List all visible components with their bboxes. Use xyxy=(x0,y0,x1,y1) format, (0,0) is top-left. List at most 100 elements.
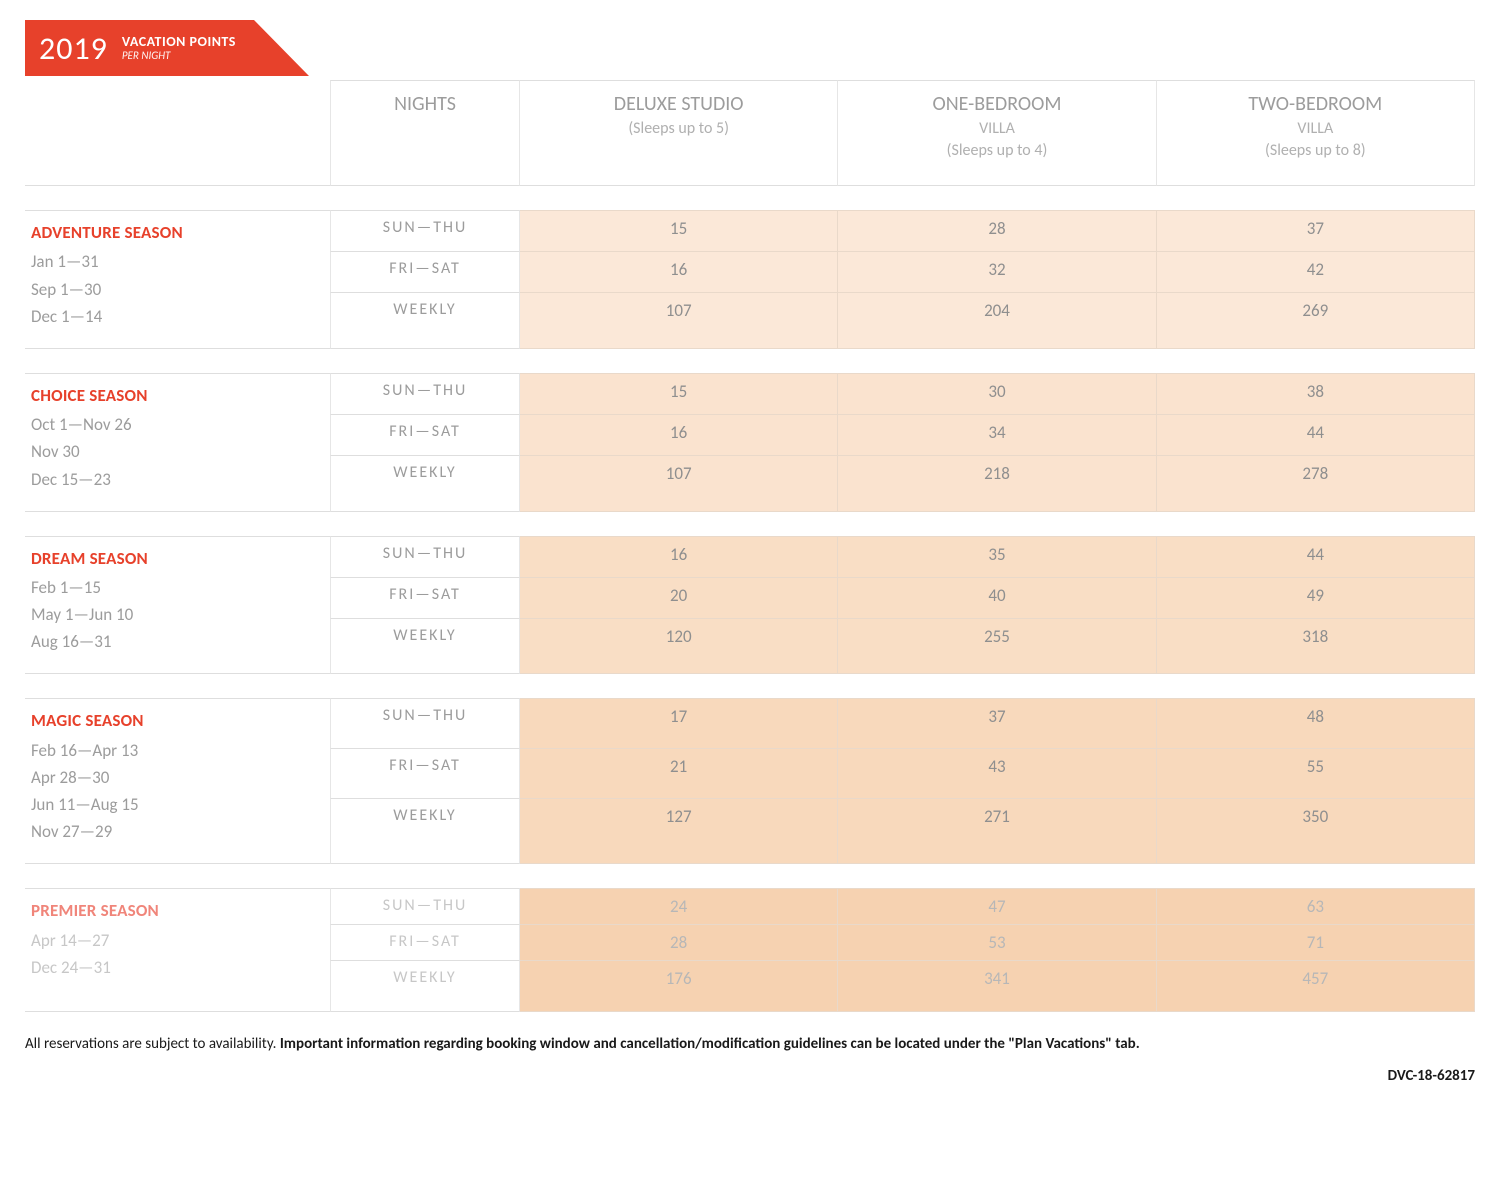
season-date: Aug 16—31 xyxy=(31,628,320,655)
points-cell: 63 xyxy=(1157,888,1475,924)
room-name: TWO-BEDROOM xyxy=(1248,92,1382,116)
season-block-1: CHOICE SEASONOct 1—Nov 26Nov 30Dec 15—23… xyxy=(25,373,1475,512)
room-sleeps: (Sleeps up to 5) xyxy=(528,118,829,140)
points-cell: 204 xyxy=(838,292,1156,349)
night-label-fri_sat: FRI—SAT xyxy=(330,924,520,960)
points-cell: 218 xyxy=(838,455,1156,512)
banner-subtitle: PER NIGHT xyxy=(122,50,236,62)
year-banner: 2019 VACATION POINTS PER NIGHT xyxy=(25,20,254,76)
points-cell: 35 xyxy=(838,536,1156,577)
footer-text-bold: Important information regarding booking … xyxy=(280,1035,1140,1053)
points-cell: 44 xyxy=(1157,536,1475,577)
night-label-weekly: WEEKLY xyxy=(330,292,520,349)
season-date: Apr 14—27 xyxy=(31,927,320,954)
points-cell: 278 xyxy=(1157,455,1475,512)
header-room-0: DELUXE STUDIO (Sleeps up to 5) xyxy=(520,80,838,186)
season-name: DREAM SEASON xyxy=(31,545,320,572)
points-cell: 53 xyxy=(838,924,1156,960)
points-cell: 127 xyxy=(520,798,838,864)
night-label-sun_thu: SUN—THU xyxy=(330,373,520,414)
points-cell: 269 xyxy=(1157,292,1475,349)
season-date: Feb 1—15 xyxy=(31,574,320,601)
season-date: Sep 1—30 xyxy=(31,276,320,303)
points-cell: 38 xyxy=(1157,373,1475,414)
points-cell: 16 xyxy=(520,251,838,292)
points-cell: 48 xyxy=(1157,698,1475,748)
points-cell: 255 xyxy=(838,618,1156,675)
points-cell: 44 xyxy=(1157,414,1475,455)
season-name: PREMIER SEASON xyxy=(31,897,320,924)
season-date: May 1—Jun 10 xyxy=(31,601,320,628)
night-label-sun_thu: SUN—THU xyxy=(330,698,520,748)
night-label-fri_sat: FRI—SAT xyxy=(330,577,520,618)
footer-text-plain: All reservations are subject to availabi… xyxy=(25,1035,280,1053)
night-label-weekly: WEEKLY xyxy=(330,798,520,864)
header-row: NIGHTS DELUXE STUDIO (Sleeps up to 5) ON… xyxy=(25,80,1475,186)
points-cell: 107 xyxy=(520,292,838,349)
night-label-fri_sat: FRI—SAT xyxy=(330,748,520,798)
season-info: DREAM SEASONFeb 1—15May 1—Jun 10Aug 16—3… xyxy=(25,536,330,675)
season-date: Nov 30 xyxy=(31,438,320,465)
season-block-4: PREMIER SEASON Apr 14—27Dec 24—31 SUN—THU2… xyxy=(25,888,1475,1012)
room-sleeps: (Sleeps up to 4) xyxy=(846,140,1147,162)
banner-title: VACATION POINTS xyxy=(122,34,236,49)
season-date: Dec 24—31 xyxy=(31,954,320,981)
season-date: Dec 15—23 xyxy=(31,466,320,493)
season-block-3: MAGIC SEASON Feb 16—Apr 13Apr 28—30Jun 11… xyxy=(25,698,1475,864)
points-cell: 17 xyxy=(520,698,838,748)
season-date: Oct 1—Nov 26 xyxy=(31,411,320,438)
points-cell: 21 xyxy=(520,748,838,798)
season-name: MAGIC SEASON xyxy=(31,707,320,734)
points-cell: 34 xyxy=(838,414,1156,455)
points-cell: 43 xyxy=(838,748,1156,798)
points-cell: 24 xyxy=(520,888,838,924)
points-cell: 32 xyxy=(838,251,1156,292)
season-date: Apr 28—30 xyxy=(31,764,320,791)
header-nights: NIGHTS xyxy=(330,80,520,186)
points-cell: 47 xyxy=(838,888,1156,924)
season-block-0: ADVENTURE SEASONJan 1—31Sep 1—30Dec 1—14… xyxy=(25,210,1475,349)
points-cell: 37 xyxy=(838,698,1156,748)
points-cell: 16 xyxy=(520,536,838,577)
night-label-weekly: WEEKLY xyxy=(330,618,520,675)
season-info: ADVENTURE SEASONJan 1—31Sep 1—30Dec 1—14 xyxy=(25,210,330,349)
points-cell: 49 xyxy=(1157,577,1475,618)
season-date: Nov 27—29 xyxy=(31,818,320,845)
footer-code: DVC-18-62817 xyxy=(25,1066,1475,1088)
night-label-sun_thu: SUN—THU xyxy=(330,536,520,577)
points-cell: 42 xyxy=(1157,251,1475,292)
night-label-weekly: WEEKLY xyxy=(330,455,520,512)
room-sub: VILLA xyxy=(846,118,1147,140)
season-info: MAGIC SEASON Feb 16—Apr 13Apr 28—30Jun 11… xyxy=(25,698,330,864)
points-cell: 15 xyxy=(520,210,838,251)
header-room-1: ONE-BEDROOM VILLA (Sleeps up to 4) xyxy=(838,80,1156,186)
room-name: DELUXE STUDIO xyxy=(614,92,744,116)
points-cell: 28 xyxy=(520,924,838,960)
points-cell: 318 xyxy=(1157,618,1475,675)
points-cell: 55 xyxy=(1157,748,1475,798)
night-label-fri_sat: FRI—SAT xyxy=(330,414,520,455)
points-cell: 16 xyxy=(520,414,838,455)
banner-year: 2019 xyxy=(39,29,108,68)
points-cell: 107 xyxy=(520,455,838,512)
season-date: Feb 16—Apr 13 xyxy=(31,737,320,764)
season-date: Dec 1—14 xyxy=(31,303,320,330)
season-block-2: DREAM SEASONFeb 1—15May 1—Jun 10Aug 16—3… xyxy=(25,536,1475,675)
points-cell: 37 xyxy=(1157,210,1475,251)
header-room-2: TWO-BEDROOM VILLA (Sleeps up to 8) xyxy=(1157,80,1475,186)
points-cell: 176 xyxy=(520,960,838,1012)
points-cell: 341 xyxy=(838,960,1156,1012)
points-cell: 457 xyxy=(1157,960,1475,1012)
season-date: Jun 11—Aug 15 xyxy=(31,791,320,818)
points-cell: 40 xyxy=(838,577,1156,618)
points-cell: 20 xyxy=(520,577,838,618)
night-label-sun_thu: SUN—THU xyxy=(330,888,520,924)
season-name: CHOICE SEASON xyxy=(31,382,320,409)
header-spacer xyxy=(25,80,330,186)
room-sleeps: (Sleeps up to 8) xyxy=(1165,140,1466,162)
points-cell: 30 xyxy=(838,373,1156,414)
points-cell: 271 xyxy=(838,798,1156,864)
room-sub: VILLA xyxy=(1165,118,1466,140)
season-info: CHOICE SEASONOct 1—Nov 26Nov 30Dec 15—23 xyxy=(25,373,330,512)
points-cell: 120 xyxy=(520,618,838,675)
